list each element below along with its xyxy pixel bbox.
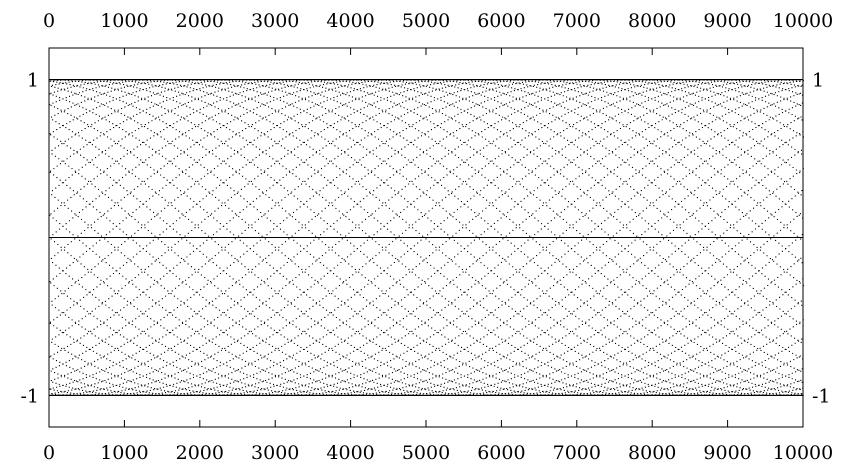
x-tick-label-top: 8000 — [628, 10, 676, 32]
x-tick-label-top: 3000 — [251, 10, 299, 32]
x-tick-label-bottom: 7000 — [553, 442, 601, 464]
x-tick-label-top: 4000 — [326, 10, 374, 32]
x-tick-label-top: 1000 — [100, 10, 148, 32]
y-tick-label-right: -1 — [812, 385, 831, 407]
x-tick-label-bottom: 3000 — [251, 442, 299, 464]
y-tick-label-left: -1 — [20, 385, 39, 407]
axis-ticks — [48, 48, 804, 427]
x-tick-label-bottom: 5000 — [402, 442, 450, 464]
x-tick-label-bottom: 4000 — [326, 442, 374, 464]
x-tick-label-top: 10000 — [773, 10, 833, 32]
x-tick-label-top: 0 — [43, 10, 55, 32]
x-tick-label-bottom: 1000 — [100, 442, 148, 464]
x-tick-label-bottom: 9000 — [703, 442, 751, 464]
y-tick-label-left: 1 — [27, 70, 39, 92]
x-tick-label-top: 5000 — [402, 10, 450, 32]
y-tick-label-right: 1 — [812, 70, 824, 92]
x-tick-label-top: 6000 — [477, 10, 525, 32]
reference-lines — [49, 79, 803, 396]
x-tick-label-bottom: 6000 — [477, 442, 525, 464]
x-tick-label-bottom: 8000 — [628, 442, 676, 464]
x-tick-label-top: 9000 — [703, 10, 751, 32]
tick-labels: 0 0 1000 1000 2000 2000 3000 3000 4000 4000 5000 50… — [20, 10, 833, 464]
x-tick-label-bottom: 2000 — [176, 442, 224, 464]
x-tick-label-top: 7000 — [553, 10, 601, 32]
x-tick-label-top: 2000 — [176, 10, 224, 32]
x-tick-label-bottom: 0 — [43, 442, 55, 464]
x-tick-label-bottom: 10000 — [773, 442, 833, 464]
